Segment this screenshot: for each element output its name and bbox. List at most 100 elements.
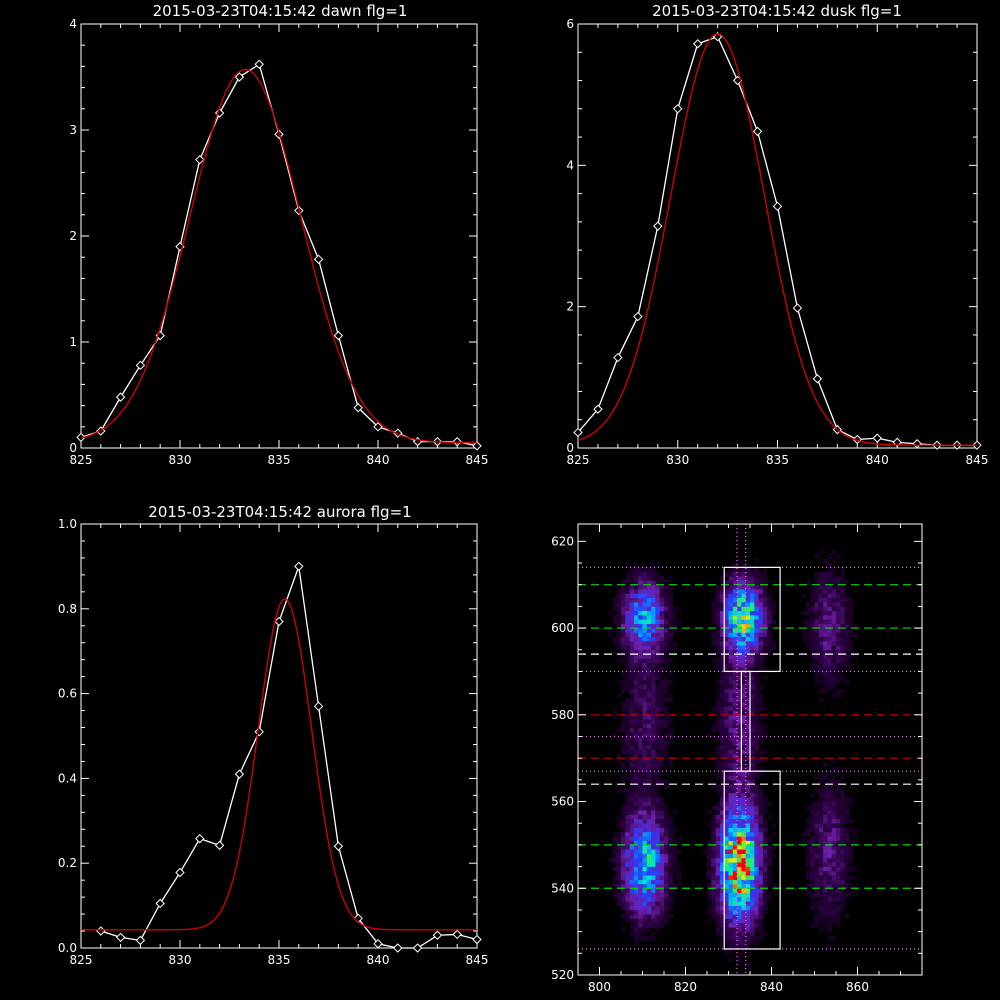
heatmap-cell: [612, 857, 617, 863]
heatmap-cell: [745, 827, 751, 833]
heatmap-cell: [745, 896, 751, 902]
heatmap-cell: [724, 649, 729, 655]
heatmap-cell: [827, 658, 832, 664]
heatmap-cell: [732, 810, 738, 815]
heatmap-cell: [668, 827, 673, 833]
heatmap-cell: [754, 654, 759, 659]
aurora-y-tick-label: 0.0: [58, 941, 77, 955]
heatmap-cell: [715, 836, 721, 841]
heatmap-cell: [762, 758, 768, 763]
heatmap-cell: [612, 840, 617, 846]
heatmap-cell: [664, 918, 669, 924]
heatmap-cell: [814, 593, 820, 599]
heatmap-cell: [719, 727, 725, 733]
heatmap-cell: [659, 862, 665, 867]
heatmap-cell: [805, 619, 811, 625]
heatmap-cell: [625, 697, 630, 703]
heatmap-cell: [762, 805, 768, 811]
heatmap-cell: [711, 597, 716, 603]
heatmap-cell: [732, 693, 738, 698]
heatmap-cell: [724, 849, 729, 854]
heatmap-cell: [810, 823, 815, 828]
heatmap-cell: [762, 645, 768, 651]
heatmap-cell: [672, 840, 678, 846]
heatmap-cell: [737, 589, 742, 594]
heatmap-cell: [612, 831, 617, 837]
heatmap-cell: [651, 818, 656, 824]
aurora-y-tick-label: 0.6: [58, 687, 77, 701]
heatmap-cell: [754, 901, 759, 906]
heatmap-cell: [616, 619, 622, 625]
heatmap-cell: [719, 784, 725, 789]
heatmap-cell: [818, 823, 824, 828]
heatmap-cell: [767, 649, 772, 655]
heatmap-cell: [758, 645, 764, 651]
heatmap-cell: [823, 836, 828, 841]
heatmap-cell: [745, 571, 751, 577]
heatmap-cell: [715, 762, 721, 768]
heatmap-cell: [745, 883, 751, 889]
heatmap-cell: [805, 844, 811, 850]
heatmap-cell: [625, 563, 630, 568]
heatmap-cell: [625, 680, 630, 685]
heatmap-cell: [621, 766, 626, 772]
heatmap-cell: [840, 658, 845, 664]
heatmap-cell: [638, 801, 643, 807]
heatmap-cell: [741, 818, 746, 824]
heatmap-cell: [814, 576, 820, 581]
heatmap-cell: [745, 797, 751, 802]
heatmap-cell: [625, 758, 630, 763]
heatmap-cell: [750, 775, 755, 781]
heatmap-cell: [771, 645, 777, 651]
heatmap-cell: [745, 602, 751, 607]
heatmap-cell: [633, 797, 639, 802]
heatmap-cell: [762, 589, 768, 594]
heatmap-cell: [655, 675, 660, 681]
heatmap-cell: [810, 619, 815, 625]
heatmap-cell: [767, 849, 772, 854]
heatmap-cell: [732, 667, 738, 672]
heatmap-cell: [655, 762, 660, 768]
aurora-data-point: [333, 841, 344, 851]
heatmap-cell: [758, 628, 764, 633]
heatmap-cell: [646, 645, 652, 651]
heatmap-cell: [629, 857, 635, 863]
aurora-x-tick-label: 845: [466, 953, 489, 967]
heatmap-cell: [750, 745, 755, 750]
heatmap-cell: [823, 870, 828, 876]
heatmap-cell: [724, 758, 729, 763]
heatmap-cell: [762, 823, 768, 828]
heatmap-cell: [664, 879, 669, 885]
heatmap-cell: [767, 606, 772, 612]
heatmap-cell: [655, 922, 660, 928]
heatmap-cell: [646, 602, 652, 607]
heatmap-cell: [836, 779, 841, 785]
heatmap-cell: [831, 766, 837, 772]
heatmap-cell: [625, 580, 630, 586]
heatmap-cell: [745, 901, 751, 906]
heatmap-cell: [664, 836, 669, 841]
heatmap-cell: [745, 680, 751, 685]
heatmap-cell: [840, 788, 845, 794]
heatmap-cell: [732, 766, 738, 772]
heatmap-cell: [633, 827, 639, 833]
heatmap-cell: [823, 922, 828, 928]
heatmap-cell: [728, 831, 734, 837]
heatmap-cell: [719, 667, 725, 672]
heatmap-cell: [646, 801, 652, 807]
aurora-fit-curve: [81, 598, 477, 931]
heatmap-cell: [836, 909, 841, 915]
heatmap-cell: [758, 693, 764, 698]
heatmap-cell: [728, 875, 734, 880]
heatmap-cell: [767, 844, 772, 850]
heatmap-cell: [651, 788, 656, 794]
heatmap-cell: [750, 727, 755, 733]
heatmap-cell: [633, 801, 639, 807]
heatmap-cell: [638, 580, 643, 586]
heatmap-cell: [728, 779, 734, 785]
heatmap-cell: [646, 775, 652, 781]
heatmap-cell: [715, 914, 721, 919]
dusk-data-point: [792, 303, 803, 313]
heatmap-cell: [664, 649, 669, 655]
heatmap-cell: [625, 636, 630, 642]
